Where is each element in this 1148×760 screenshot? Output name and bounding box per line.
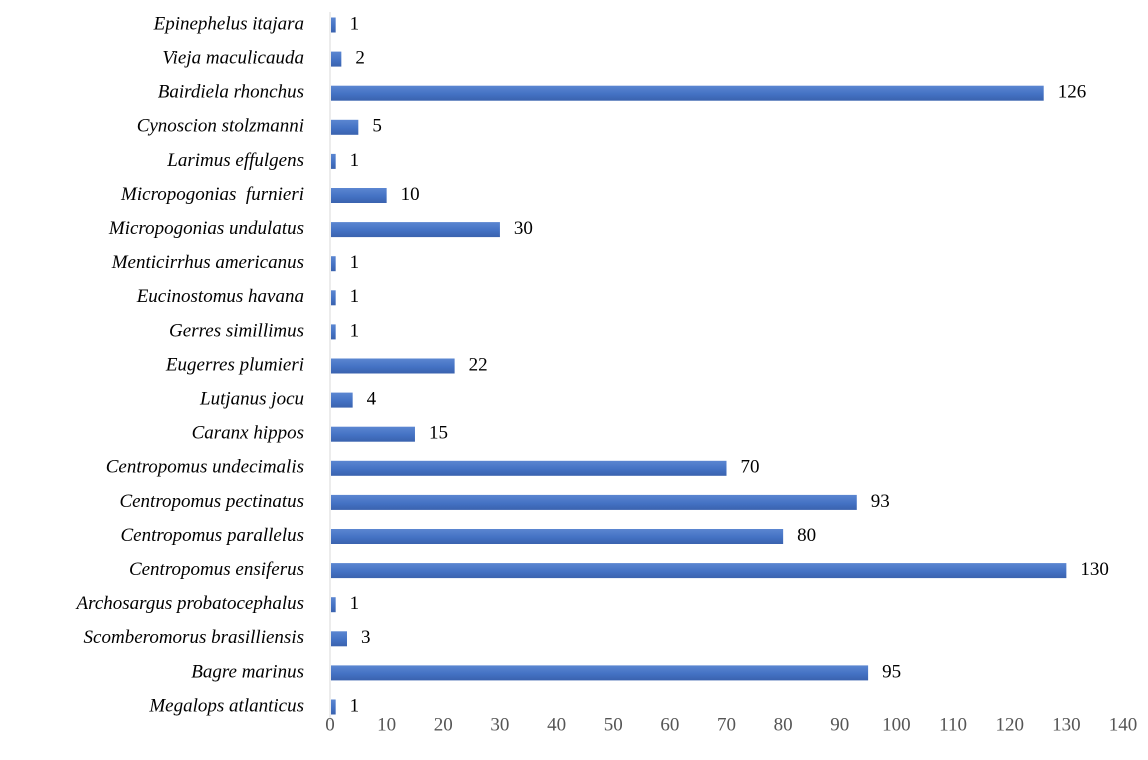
category-label: Bagre marinus (191, 661, 304, 682)
bar (331, 426, 415, 442)
bar (331, 17, 336, 33)
x-tick-label: 60 (660, 714, 679, 735)
x-tick-label: 140 (1109, 714, 1138, 735)
bar (331, 51, 342, 67)
x-tick-label: 30 (490, 714, 509, 735)
bar (331, 529, 784, 544)
x-tick-label: 100 (882, 714, 911, 735)
x-tick-label: 0 (325, 714, 335, 735)
bar (331, 153, 336, 169)
bar (331, 324, 336, 340)
data-label: 1 (350, 150, 360, 171)
x-tick-label: 40 (547, 714, 566, 735)
category-label: Scomberomorus brasilliensis (84, 627, 304, 648)
bar (331, 358, 455, 374)
data-label: 1 (350, 695, 360, 716)
bar (331, 597, 336, 613)
bar (331, 665, 869, 681)
bar (331, 494, 857, 510)
data-label: 1 (350, 286, 360, 307)
data-label: 22 (469, 354, 488, 375)
category-label: Archosargus probatocephalus (75, 593, 304, 614)
bar (331, 460, 727, 476)
data-label: 10 (401, 184, 420, 205)
bar (331, 222, 500, 238)
category-label: Vieja maculicauda (162, 47, 304, 68)
data-label: 15 (429, 423, 448, 444)
category-label: Eugerres plumieri (165, 354, 304, 375)
data-label: 130 (1080, 559, 1109, 580)
category-label: Eucinostomus havana (136, 286, 304, 307)
data-label: 80 (797, 525, 816, 546)
bar (331, 85, 1044, 101)
data-label: 1 (350, 13, 360, 34)
category-label: Lutjanus jocu (199, 388, 304, 409)
category-label: Centropomus undecimalis (106, 457, 304, 478)
data-label: 126 (1058, 82, 1087, 103)
category-label: Gerres simillimus (169, 320, 304, 341)
category-label: Micropogonias undulatus (108, 218, 304, 239)
x-tick-label: 80 (774, 714, 793, 735)
category-label: Menticirrhus americanus (111, 252, 304, 273)
category-label: Centropomus pectinatus (119, 491, 304, 512)
bar (331, 256, 336, 272)
data-label: 2 (355, 47, 365, 68)
category-label: Caranx hippos (192, 423, 304, 444)
bar (331, 392, 353, 408)
category-label: Epinephelus itajara (153, 13, 304, 34)
data-label: 1 (350, 593, 360, 614)
category-label: Larimus effulgens (166, 150, 304, 171)
bar (331, 119, 359, 135)
category-label: Centropomus ensiferus (129, 559, 304, 580)
category-label: Cynoscion stolzmanni (137, 116, 304, 137)
bar (331, 563, 1067, 579)
x-tick-label: 70 (717, 714, 736, 735)
data-label: 95 (882, 661, 901, 682)
x-tick-label: 90 (830, 714, 849, 735)
bar (331, 699, 336, 715)
x-tick-label: 110 (939, 714, 967, 735)
bars-layer (329, 12, 1067, 721)
x-tick-label: 120 (995, 714, 1024, 735)
bar (331, 631, 347, 647)
data-label: 1 (350, 320, 360, 341)
data-label: 5 (372, 116, 382, 137)
x-tick-label: 50 (604, 714, 623, 735)
data-label: 1 (350, 252, 360, 273)
data-label: 4 (367, 388, 377, 409)
x-tick-label: 130 (1052, 714, 1081, 735)
bar (331, 290, 336, 306)
data-label: 3 (361, 627, 371, 648)
bar (331, 188, 387, 203)
category-label: Micropogonias furnieri (120, 184, 304, 205)
labels-layer: Epinephelus itajara 1 Vieja maculicauda 2 Ba… (75, 13, 1109, 716)
category-label: Megalops atlanticus (148, 695, 304, 716)
data-label: 70 (741, 457, 760, 478)
x-axis-ticks: 0 10 20 30 40 50 60 70 80 90 100 110 120 130 140 (325, 714, 1137, 735)
category-label: Centropomus parallelus (121, 525, 305, 546)
data-label: 93 (871, 491, 890, 512)
x-tick-label: 10 (377, 714, 396, 735)
x-tick-label: 20 (434, 714, 453, 735)
category-label: Bairdiela rhonchus (158, 82, 304, 103)
data-label: 30 (514, 218, 533, 239)
